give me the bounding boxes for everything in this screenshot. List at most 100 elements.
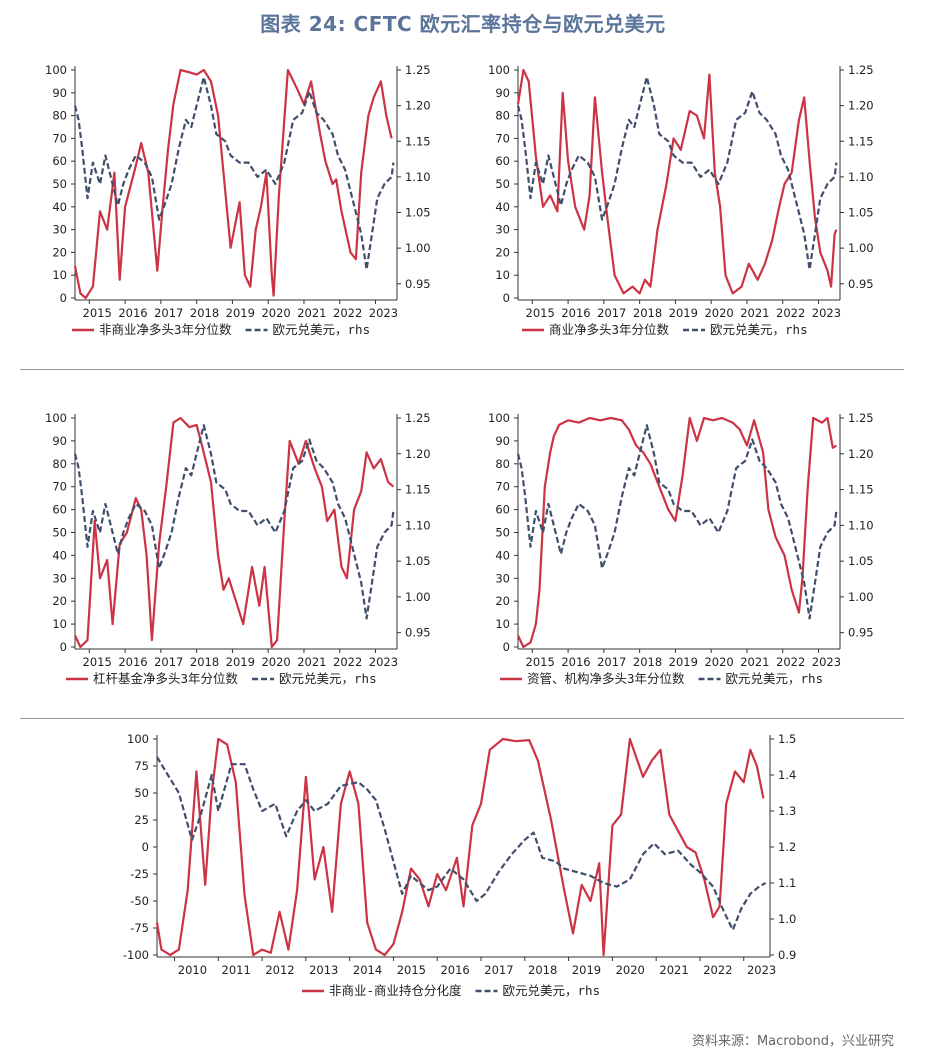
left-tick-label: 25 xyxy=(134,813,149,827)
x-tick-label: 2018 xyxy=(190,655,219,669)
left-tick-label: 100 xyxy=(45,63,67,77)
right-tick-label: 1.00 xyxy=(405,241,431,255)
x-tick-label: 2019 xyxy=(669,655,698,669)
x-tick-label: 2020 xyxy=(704,306,733,320)
left-tick-label: 90 xyxy=(52,434,67,448)
x-tick-label: 2017 xyxy=(597,655,626,669)
left-tick-label: 70 xyxy=(495,480,510,494)
left-tick-label: -50 xyxy=(130,894,149,908)
left-tick-label: 0 xyxy=(60,640,67,654)
x-tick-label: 2020 xyxy=(616,963,645,977)
x-tick-label: 2021 xyxy=(297,306,326,320)
left-tick-label: 0 xyxy=(503,640,510,654)
left-tick-label: 40 xyxy=(52,548,67,562)
x-tick-label: 2012 xyxy=(265,963,294,977)
x-tick-label: 2021 xyxy=(297,655,326,669)
x-tick-label: 2017 xyxy=(484,963,513,977)
source-note: 资料来源：Macrobond，兴业研究 xyxy=(691,1034,894,1049)
right-tick-label: 0.95 xyxy=(848,277,874,291)
legend-label: 欧元兑美元，rhs xyxy=(710,322,808,337)
left-tick-label: 100 xyxy=(127,732,149,746)
x-tick-label: 2010 xyxy=(178,963,207,977)
left-tick-label: 30 xyxy=(52,223,67,237)
x-tick-label: 2018 xyxy=(633,655,662,669)
right-tick-label: 1.20 xyxy=(405,99,431,113)
left-tick-label: 100 xyxy=(488,411,510,425)
right-tick-label: 0.95 xyxy=(405,626,431,640)
x-tick-label: 2018 xyxy=(190,306,219,320)
series-line-fx xyxy=(516,424,838,620)
series-line-primary xyxy=(73,68,393,300)
left-tick-label: 100 xyxy=(45,411,67,425)
left-tick-label: 20 xyxy=(495,245,510,259)
left-tick-label: -25 xyxy=(130,867,149,881)
left-tick-label: 30 xyxy=(495,223,510,237)
left-tick-label: 10 xyxy=(495,617,510,631)
left-tick-label: 80 xyxy=(495,457,510,471)
x-tick-label: 2022 xyxy=(776,306,805,320)
left-tick-label: 20 xyxy=(52,245,67,259)
left-tick-label: 0 xyxy=(60,291,67,305)
right-tick-label: 0.95 xyxy=(405,277,431,291)
legend-label: 非商业净多头3年分位数 xyxy=(99,322,232,337)
right-tick-label: 1.15 xyxy=(405,134,431,148)
right-tick-label: 1.25 xyxy=(848,63,874,77)
x-tick-label: 2011 xyxy=(222,963,251,977)
x-tick-label: 2014 xyxy=(353,963,382,977)
panel-2: 0 10 20 30 40 50 60 70 80 90 100 0.95 1.00 1.05 1.10 1.… xyxy=(488,63,874,337)
panel-4: 0 10 20 30 40 50 60 70 80 90 100 0.95 1.00 1.05 1.10 1.… xyxy=(488,411,874,686)
left-tick-label: 10 xyxy=(52,617,67,631)
series-line-fx xyxy=(156,756,767,931)
left-tick-label: 100 xyxy=(488,63,510,77)
legend: 非商业-商业持仓分化度 欧元兑美元，rhs xyxy=(302,983,600,998)
left-tick-label: 90 xyxy=(52,86,67,100)
x-tick-label: 2017 xyxy=(154,655,183,669)
x-tick-label: 2020 xyxy=(704,655,733,669)
right-tick-label: 1.3 xyxy=(778,804,796,818)
left-tick-label: 20 xyxy=(52,594,67,608)
right-tick-label: 1.0 xyxy=(778,912,796,926)
x-tick-label: 2021 xyxy=(740,306,769,320)
x-tick-label: 2019 xyxy=(572,963,601,977)
x-tick-label: 2023 xyxy=(812,306,841,320)
legend-label: 资管、机构净多头3年分位数 xyxy=(527,671,685,686)
series-line-primary xyxy=(516,68,838,295)
right-tick-label: 1.00 xyxy=(848,241,874,255)
right-tick-label: 1.10 xyxy=(405,170,431,184)
right-tick-label: 1.25 xyxy=(405,411,431,425)
left-tick-label: 50 xyxy=(495,526,510,540)
x-tick-label: 2015 xyxy=(526,655,555,669)
x-tick-label: 2019 xyxy=(226,306,255,320)
left-tick-label: 0 xyxy=(142,840,149,854)
legend: 非商业净多头3年分位数 欧元兑美元，rhs xyxy=(72,322,370,337)
series-line-primary xyxy=(155,737,765,957)
divider-2 xyxy=(20,718,904,719)
x-tick-label: 2015 xyxy=(526,306,555,320)
left-tick-label: 20 xyxy=(495,594,510,608)
x-tick-label: 2021 xyxy=(659,963,688,977)
x-tick-label: 2016 xyxy=(561,306,590,320)
left-tick-label: 50 xyxy=(52,526,67,540)
left-tick-label: 80 xyxy=(52,457,67,471)
series-line-fx xyxy=(516,76,838,271)
right-tick-label: 1.20 xyxy=(848,99,874,113)
right-tick-label: 1.4 xyxy=(778,768,796,782)
left-tick-label: 0 xyxy=(503,291,510,305)
right-tick-label: 1.1 xyxy=(778,876,796,890)
left-tick-label: 75 xyxy=(134,759,149,773)
right-tick-label: 1.15 xyxy=(405,483,431,497)
legend-label: 杠杆基金净多头3年分位数 xyxy=(93,671,239,686)
left-tick-label: 70 xyxy=(52,131,67,145)
right-tick-label: 1.5 xyxy=(778,732,796,746)
left-tick-label: 60 xyxy=(495,154,510,168)
right-tick-label: 1.20 xyxy=(405,447,431,461)
x-tick-label: 2020 xyxy=(261,655,290,669)
x-tick-label: 2019 xyxy=(226,655,255,669)
right-tick-label: 0.9 xyxy=(778,948,796,962)
x-tick-label: 2020 xyxy=(261,306,290,320)
x-tick-label: 2018 xyxy=(528,963,557,977)
panel-5: -100 -75 -50 -25 0 25 50 75 100 0.9 1.0 1.1 1.2 1.3 1.… xyxy=(123,732,796,998)
x-tick-label: 2022 xyxy=(776,655,805,669)
x-tick-label: 2017 xyxy=(597,306,626,320)
